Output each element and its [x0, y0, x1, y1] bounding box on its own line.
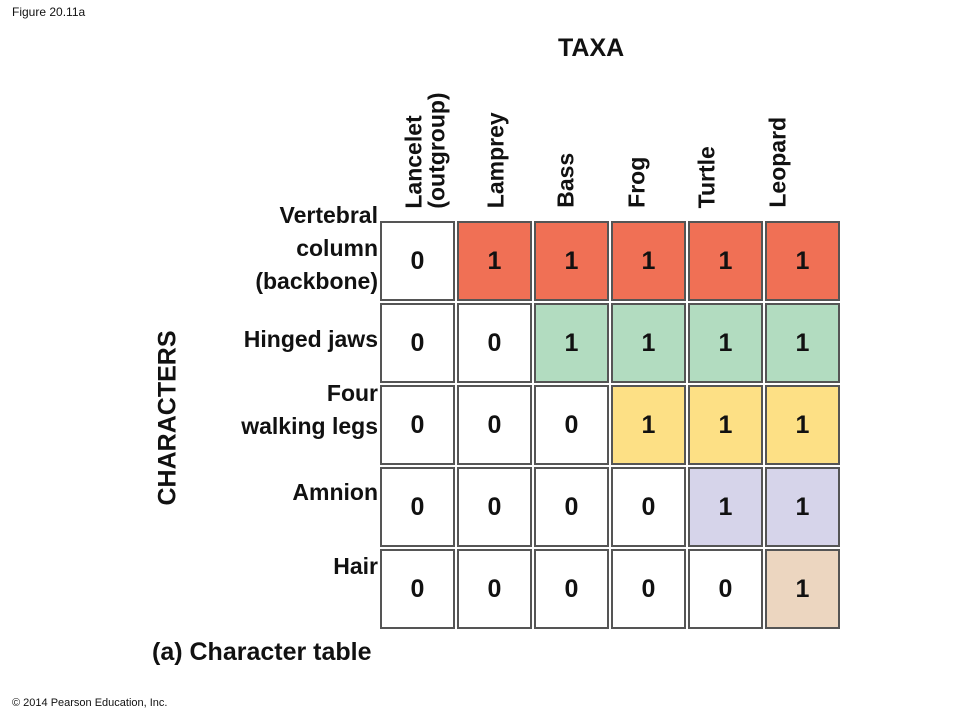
table-cell: 0 — [459, 305, 530, 381]
character-label-line: (backbone) — [255, 267, 378, 294]
table-cell: 1 — [690, 223, 761, 299]
table-cell: 1 — [536, 305, 607, 381]
taxa-title: TAXA — [558, 34, 625, 62]
taxa-header-lancelet: Lancelet (outgroup) — [400, 91, 449, 209]
table-cell: 1 — [690, 305, 761, 381]
table-cell: 1 — [536, 223, 607, 299]
taxa-header-line2: (outgroup) — [423, 91, 449, 209]
taxa-header-line1: Leopard — [764, 116, 791, 208]
table-cell: 0 — [536, 551, 607, 627]
character-label-amnion: Amnion — [292, 475, 378, 510]
taxa-header-turtle: Turtle — [693, 145, 720, 208]
character-label-line: Hair — [333, 553, 378, 579]
copyright: © 2014 Pearson Education, Inc. — [12, 697, 168, 709]
taxa-header-line1: Bass — [552, 152, 579, 208]
character-label-line: column — [296, 234, 378, 261]
character-label-line: Four — [326, 380, 378, 406]
table-cell: 1 — [767, 469, 838, 545]
table-cell: 0 — [382, 387, 453, 463]
character-label-line: Hinged jaws — [243, 326, 378, 352]
caption: (a) Character table — [152, 638, 372, 666]
table-cell: 1 — [459, 223, 530, 299]
taxa-header-line1: Turtle — [693, 145, 720, 208]
table-cell: 1 — [767, 551, 838, 627]
table-cell: 1 — [767, 387, 838, 463]
character-label-line: Vertebral — [279, 202, 378, 228]
table-cell: 1 — [767, 223, 838, 299]
table-cell: 1 — [767, 305, 838, 381]
taxa-header-bass: Bass — [552, 152, 579, 208]
table-cell: 0 — [613, 469, 684, 545]
table-cell: 1 — [613, 305, 684, 381]
table-cell: 0 — [382, 223, 453, 299]
table-cell: 0 — [382, 551, 453, 627]
characters-title: CHARACTERS — [153, 330, 182, 506]
table-cell: 0 — [459, 469, 530, 545]
character-label-hair: Hair — [333, 549, 378, 584]
table-cell: 1 — [613, 223, 684, 299]
table-cell: 0 — [690, 551, 761, 627]
table-cell: 0 — [613, 551, 684, 627]
character-label-line: walking legs — [241, 412, 378, 439]
character-label-line: Amnion — [292, 479, 378, 505]
table-cell: 0 — [536, 387, 607, 463]
taxa-header-lamprey: Lamprey — [482, 111, 509, 208]
character-label-four-walking-legs: Four walking legs — [241, 377, 378, 443]
taxa-header-line1: Frog — [623, 156, 650, 208]
taxa-header-leopard: Leopard — [764, 116, 791, 208]
taxa-header-frog: Frog — [623, 156, 650, 208]
figure-label: Figure 20.11a — [12, 5, 86, 19]
table-cell: 1 — [690, 387, 761, 463]
table-cell: 0 — [459, 387, 530, 463]
table-cell: 0 — [536, 469, 607, 545]
table-cell: 1 — [690, 469, 761, 545]
character-label-hinged-jaws: Hinged jaws — [244, 322, 378, 357]
table-cell: 0 — [459, 551, 530, 627]
taxa-header-line1: Lamprey — [482, 111, 509, 208]
table-cell: 0 — [382, 305, 453, 381]
character-label-vertebral-column: Vertebral column (backbone) — [255, 199, 378, 298]
table-cell: 0 — [382, 469, 453, 545]
table-cell: 1 — [613, 387, 684, 463]
